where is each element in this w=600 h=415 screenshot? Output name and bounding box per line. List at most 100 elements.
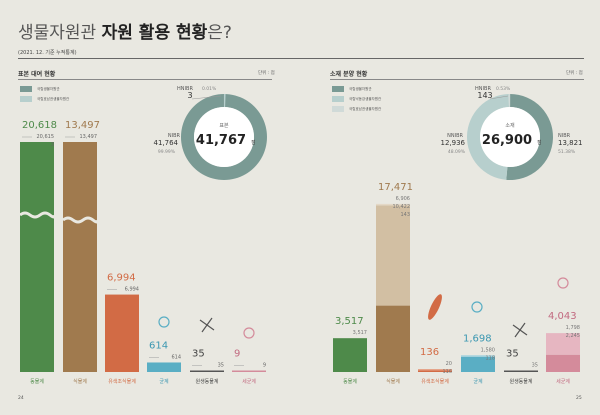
- legend-swatch-hnibr: [332, 106, 344, 112]
- bar-segment: [333, 338, 367, 372]
- right-section-title: 소재 분양 현황: [330, 71, 368, 78]
- bar: [20, 142, 54, 372]
- donut-total: 26,900: [482, 133, 532, 148]
- bacteria-icon: [243, 327, 255, 339]
- breakdown-label: 35: [218, 363, 224, 369]
- mushroom-icon: [158, 316, 170, 328]
- data-label: 614: [149, 340, 168, 351]
- donut-segment-value: 13,821: [558, 139, 583, 147]
- breakdown-label: 118: [485, 355, 495, 361]
- bar-segment: [546, 354, 580, 372]
- seaweed-icon: [428, 294, 442, 320]
- category-label: 식물계: [386, 378, 400, 385]
- protist-icon: [199, 317, 215, 333]
- bar-segment: [376, 203, 410, 206]
- date-note: (2021. 12. 기준 누적통계): [18, 50, 77, 56]
- bar-segment: [376, 205, 410, 306]
- bar-segment: [418, 370, 452, 372]
- data-label: 136: [420, 347, 439, 358]
- donut-segment-percent: 0.01%: [202, 86, 217, 92]
- donut-hole: [194, 107, 254, 167]
- breakdown-label: 1,798: [566, 325, 580, 331]
- legend-swatch-nnibr: [332, 96, 344, 102]
- bar-segment: [418, 369, 452, 371]
- donut-segment-percent: 48.09%: [448, 149, 466, 155]
- donut-segment-percent: 99.99%: [158, 149, 176, 155]
- breakdown-label: 6,994: [125, 287, 139, 293]
- bar: [147, 362, 181, 372]
- data-label: 4,043: [548, 311, 577, 322]
- legend-swatch-hnibr: [20, 96, 32, 102]
- data-label: 35: [506, 349, 519, 360]
- axis-break: [19, 211, 56, 219]
- protist-icon: [512, 322, 528, 338]
- donut-slice: [506, 94, 553, 180]
- bacteria-icon: [557, 277, 569, 289]
- donut-total-unit: 점: [537, 139, 542, 146]
- donut-total-unit: 점: [251, 139, 256, 146]
- donut-segment-percent: 0.53%: [496, 86, 511, 92]
- legend-label: 국립생물자원관: [349, 87, 372, 91]
- category-label: 원생동물계: [195, 378, 218, 385]
- data-label: 35: [192, 349, 205, 360]
- donut-hole: [480, 107, 540, 167]
- breakdown-label: 3,517: [353, 330, 367, 336]
- donut-segment-percent: 51.38%: [558, 149, 576, 155]
- breakdown-label: 2,245: [566, 333, 580, 339]
- category-label: 균계: [159, 378, 169, 385]
- legend-label: 국립낙동강생물자원관: [349, 97, 382, 101]
- bar-segment: [376, 305, 410, 372]
- donut-segment-code: HNIBR: [475, 86, 491, 92]
- donut-center-label: 소재: [505, 122, 515, 129]
- legend-swatch-nibr: [332, 86, 344, 92]
- data-label: 13,497: [65, 120, 100, 131]
- category-label: 균계: [473, 378, 483, 385]
- bar: [232, 370, 266, 372]
- bar: [63, 142, 97, 372]
- legend-swatch-nibr: [20, 86, 32, 92]
- legend-label: 국립호남권생물자원관: [349, 107, 382, 111]
- legend-label: 국립생물자원관: [37, 87, 60, 91]
- donut-slice: [508, 94, 511, 108]
- category-label: 식물계: [73, 378, 87, 385]
- donut-segment-code: NIBR: [558, 133, 571, 139]
- breakdown-label: 1,580: [481, 347, 495, 353]
- donut-segment-code: NIBR: [168, 133, 181, 139]
- left-section-divider: [18, 79, 272, 80]
- donut-slice: [466, 94, 509, 180]
- category-label: 동물계: [30, 378, 44, 385]
- breakdown-label: 6,906: [396, 196, 410, 202]
- breakdown-label: 143: [400, 212, 410, 218]
- bar: [105, 294, 139, 372]
- breakdown-label: 9: [263, 363, 266, 369]
- breakdown-label: 13,497: [80, 134, 98, 140]
- breakdown-label: 20: [446, 361, 452, 367]
- breakdown-label: 3: [51, 142, 54, 148]
- donut-segment-value: 12,936: [441, 139, 466, 147]
- donut-center-label: 표본: [219, 123, 229, 129]
- breakdown-label: 116: [442, 369, 452, 375]
- bar-segment: [504, 370, 538, 372]
- bar-segment: [461, 355, 495, 357]
- category-label: 유색조식물계: [108, 378, 136, 385]
- data-label: 9: [234, 349, 240, 360]
- breakdown-label: 10,422: [393, 204, 411, 210]
- bar-segment: [546, 333, 580, 355]
- donut-segment-value: 3: [187, 91, 192, 100]
- category-label: 원생동물계: [509, 378, 532, 385]
- left-unit: 단위 : 점: [258, 71, 275, 76]
- data-label: 6,994: [107, 273, 136, 284]
- left-section-title: 표본 대여 현황: [18, 71, 56, 78]
- page-title: 생물자원관 자원 활용 현황은?: [18, 23, 232, 43]
- category-label: 세균계: [556, 378, 570, 385]
- donut-segment-code: NNIBR: [447, 133, 463, 139]
- mushroom-icon: [471, 301, 483, 313]
- category-label: 세균계: [242, 378, 256, 385]
- donut-segment-code: HNIBR: [177, 86, 193, 92]
- category-label: 유색조식물계: [421, 378, 449, 385]
- donut-slice: [223, 94, 226, 108]
- axis-break: [62, 216, 99, 224]
- page-number-left: 24: [18, 396, 24, 401]
- donut-segment-value: 41,764: [154, 139, 179, 147]
